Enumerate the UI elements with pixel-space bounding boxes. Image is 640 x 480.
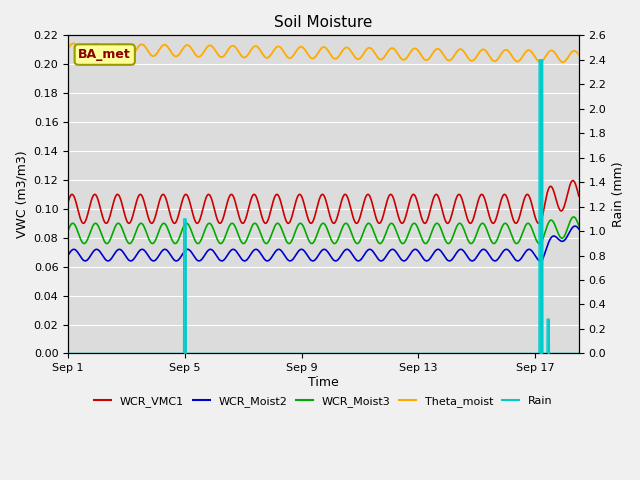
Text: BA_met: BA_met xyxy=(78,48,131,61)
Title: Soil Moisture: Soil Moisture xyxy=(275,15,372,30)
X-axis label: Time: Time xyxy=(308,376,339,389)
Y-axis label: VWC (m3/m3): VWC (m3/m3) xyxy=(15,151,28,238)
Y-axis label: Rain (mm): Rain (mm) xyxy=(612,162,625,227)
Legend: WCR_VMC1, WCR_Moist2, WCR_Moist3, Theta_moist, Rain: WCR_VMC1, WCR_Moist2, WCR_Moist3, Theta_… xyxy=(90,392,557,411)
